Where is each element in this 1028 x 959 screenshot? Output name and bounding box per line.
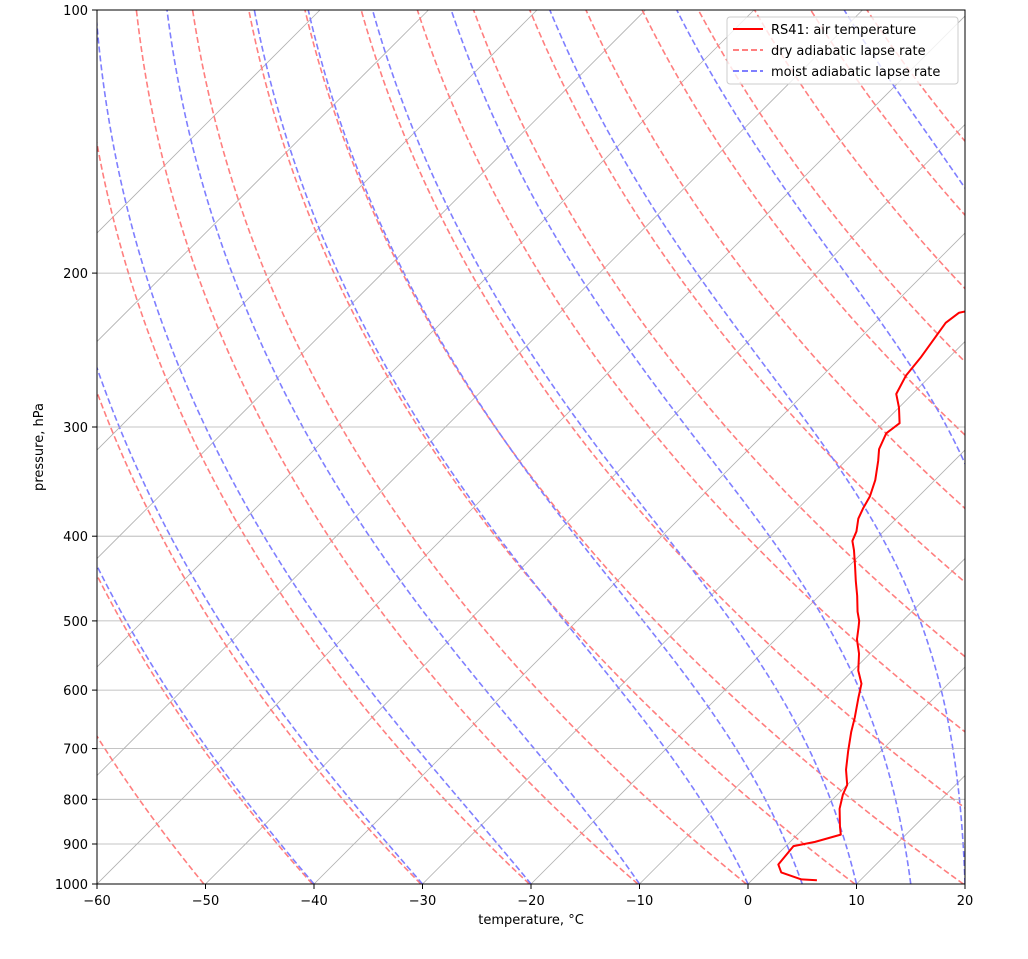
y-tick-label: 400	[63, 530, 88, 545]
y-tick-label: 700	[63, 743, 88, 758]
y-tick-label: 500	[63, 615, 88, 630]
legend-label-dry: dry adiabatic lapse rate	[771, 44, 926, 59]
moist-adiabat-line	[166, 10, 641, 884]
y-tick-label: 800	[63, 793, 88, 808]
legend-label-temperature: RS41: air temperature	[771, 23, 916, 38]
y-tick-label: 900	[63, 838, 88, 853]
isotherm-line	[530, 449, 965, 884]
x-axis-label: temperature, °C	[478, 913, 584, 928]
isotherm-line	[97, 15, 965, 884]
dry-adiabat-line	[135, 10, 639, 884]
y-tick-label: 200	[63, 267, 88, 282]
isotherm-line	[313, 232, 965, 884]
moist-adiabat-line	[450, 10, 912, 884]
isotherm-line	[97, 10, 755, 668]
x-tick-label: 0	[744, 894, 752, 909]
x-tick-label: 20	[957, 894, 974, 909]
isotherm-line	[97, 10, 538, 451]
isotherm-line	[856, 774, 965, 884]
legend-label-moist: moist adiabatic lapse rate	[771, 65, 940, 80]
moist-adiabat-line	[371, 10, 858, 884]
isotherm-line	[97, 10, 863, 777]
dry-adiabat-line	[97, 389, 422, 884]
x-tick-label: −10	[626, 894, 653, 909]
dry-adiabat-line	[247, 10, 856, 884]
dry-adiabat-line	[585, 10, 965, 510]
dry-adiabat-line	[753, 10, 965, 290]
dry-adiabat-line	[866, 10, 965, 143]
dry-adiabat-line	[360, 10, 965, 809]
dry-adiabat-line	[641, 10, 965, 437]
isotherm-line	[97, 10, 646, 560]
isotherm-grid	[97, 10, 965, 884]
moist-adiabat-line	[97, 365, 424, 884]
moist-adiabat-line	[843, 10, 965, 190]
y-axis-label: pressure, hPa	[32, 403, 47, 491]
x-tick-label: −20	[517, 894, 544, 909]
isotherm-line	[422, 340, 965, 884]
moist-adiabats	[97, 10, 965, 884]
x-axis: −60 −50 −40 −30 −20 −10 0 10 20	[83, 884, 973, 909]
y-tick-label: 100	[63, 4, 88, 19]
dry-adiabat-line	[697, 10, 965, 363]
y-tick-label: 600	[63, 684, 88, 699]
isotherm-line	[964, 883, 965, 884]
x-tick-label: −50	[192, 894, 219, 909]
isotherm-line	[639, 557, 965, 884]
dry-adiabat-line	[97, 573, 313, 884]
moist-adiabat-line	[549, 10, 965, 884]
x-tick-label: −60	[83, 894, 110, 909]
x-tick-label: −30	[409, 894, 436, 909]
isotherm-line	[205, 123, 965, 884]
y-axis: 100 200 300 400 500 600 700 800 900 1000	[55, 4, 97, 893]
isotherm-line	[97, 10, 321, 234]
dry-adiabat-line	[97, 139, 530, 884]
legend: RS41: air temperature dry adiabatic laps…	[726, 16, 959, 85]
moist-adiabat-line	[253, 10, 749, 884]
moist-adiabat-line	[97, 15, 532, 884]
isotherm-line	[747, 666, 965, 884]
dry-adiabat-line	[191, 10, 747, 884]
dry-adiabat-line	[97, 734, 205, 884]
legend-box	[726, 16, 959, 85]
x-tick-label: 10	[848, 894, 865, 909]
dry-adiabat-line	[416, 10, 965, 733]
temperature-profile	[777, 310, 965, 882]
y-tick-label: 1000	[55, 878, 88, 893]
moist-adiabat-line	[97, 564, 315, 884]
isotherm-line	[97, 10, 429, 343]
x-tick-label: −40	[300, 894, 327, 909]
temperature-profile-line	[777, 310, 965, 882]
moist-adiabat-line	[676, 10, 965, 466]
dry-adiabat-line	[304, 10, 964, 884]
dry-adiabat-line	[810, 10, 965, 217]
moist-adiabat-line	[307, 10, 804, 884]
y-tick-label: 300	[63, 421, 88, 436]
